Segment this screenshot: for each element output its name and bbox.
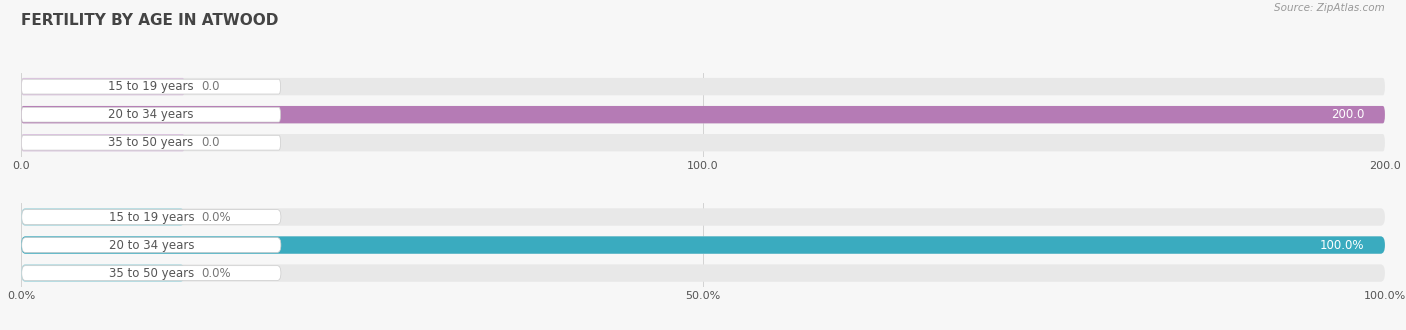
FancyBboxPatch shape xyxy=(21,135,281,150)
FancyBboxPatch shape xyxy=(21,107,281,122)
Text: FERTILITY BY AGE IN ATWOOD: FERTILITY BY AGE IN ATWOOD xyxy=(21,13,278,28)
FancyBboxPatch shape xyxy=(21,238,281,252)
FancyBboxPatch shape xyxy=(21,266,281,280)
Text: 0.0: 0.0 xyxy=(201,136,219,149)
Text: 100.0%: 100.0% xyxy=(1320,239,1364,251)
Text: 0.0%: 0.0% xyxy=(201,211,231,223)
FancyBboxPatch shape xyxy=(21,134,1385,151)
Text: 35 to 50 years: 35 to 50 years xyxy=(108,136,194,149)
Text: 0.0: 0.0 xyxy=(201,80,219,93)
Text: 200.0: 200.0 xyxy=(1331,108,1364,121)
Text: 0.0%: 0.0% xyxy=(201,267,231,280)
Text: 20 to 34 years: 20 to 34 years xyxy=(108,108,194,121)
Text: 15 to 19 years: 15 to 19 years xyxy=(108,80,194,93)
Text: 35 to 50 years: 35 to 50 years xyxy=(108,267,194,280)
FancyBboxPatch shape xyxy=(21,236,1385,254)
FancyBboxPatch shape xyxy=(21,208,1385,226)
Text: 15 to 19 years: 15 to 19 years xyxy=(108,211,194,223)
FancyBboxPatch shape xyxy=(21,210,281,224)
Text: Source: ZipAtlas.com: Source: ZipAtlas.com xyxy=(1274,3,1385,13)
FancyBboxPatch shape xyxy=(21,106,1385,123)
FancyBboxPatch shape xyxy=(21,106,1385,123)
FancyBboxPatch shape xyxy=(21,236,1385,254)
FancyBboxPatch shape xyxy=(21,208,184,226)
FancyBboxPatch shape xyxy=(21,264,1385,282)
FancyBboxPatch shape xyxy=(21,79,281,94)
FancyBboxPatch shape xyxy=(21,78,184,95)
FancyBboxPatch shape xyxy=(21,134,184,151)
FancyBboxPatch shape xyxy=(21,264,184,282)
FancyBboxPatch shape xyxy=(21,78,1385,95)
Text: 20 to 34 years: 20 to 34 years xyxy=(108,239,194,251)
